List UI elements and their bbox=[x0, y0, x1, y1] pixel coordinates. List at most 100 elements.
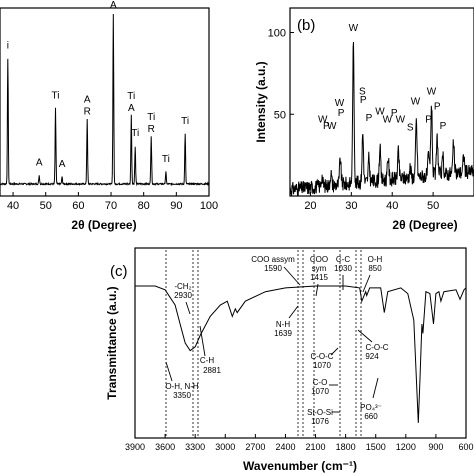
panel-b-peak-label: W bbox=[318, 114, 328, 125]
panel-c-x-axis-label: Wavenumber (cm⁻¹) bbox=[243, 459, 357, 473]
panel-c-x-tick-label: 2400 bbox=[275, 442, 295, 452]
panel-c-x-tick-label: 600 bbox=[458, 442, 473, 452]
panel-b-frame bbox=[289, 7, 474, 197]
ann-po4: PO₄³⁻ bbox=[360, 403, 382, 412]
panel-c-x-tick-label: 2100 bbox=[306, 442, 326, 452]
panel-a-peak-label: A bbox=[36, 157, 43, 168]
ann-oh-nh-num: 3350 bbox=[173, 391, 191, 400]
panel-a-x-tick-label: 90 bbox=[170, 200, 182, 212]
ann-coo-assym: COO assym bbox=[251, 255, 295, 264]
panel-b-peak-label: W bbox=[396, 114, 406, 125]
ann-nh: N-H bbox=[276, 320, 290, 329]
panel-c-x-tick-label: 1800 bbox=[336, 442, 356, 452]
panel-b-peak-label: W bbox=[427, 87, 437, 98]
panel-a-x-tick-label: 60 bbox=[72, 200, 84, 212]
panel-c-y-axis-label: Transmittance (a.u.) bbox=[105, 286, 119, 399]
panel-c-x-tick-label: 1200 bbox=[396, 442, 416, 452]
panel-b-peak-label: P bbox=[360, 95, 367, 106]
panel-b-peak-label: W bbox=[375, 106, 385, 117]
panel-b-peak-label: W bbox=[349, 23, 359, 34]
ann-siosi: Si-O-Si bbox=[307, 408, 333, 417]
ann-coc-924-num: 924 bbox=[365, 352, 379, 361]
ann-coo-sym: COO bbox=[310, 255, 328, 264]
ann-oh-num: 850 bbox=[368, 264, 382, 273]
ann-ch2-num: 2930 bbox=[174, 291, 192, 300]
panel-a-peak-label: A bbox=[110, 0, 117, 11]
panel-b-x-tick-label: 30 bbox=[345, 200, 357, 212]
panel-a-peak-label: i bbox=[7, 40, 9, 51]
panel-b-peak-label: P bbox=[425, 114, 432, 125]
panel-a-frame bbox=[0, 7, 210, 197]
panel-a-peak-label: Ti bbox=[147, 112, 155, 123]
panel-b-xrd-trace bbox=[289, 41, 474, 197]
ann-coc-924: C-O-C bbox=[365, 343, 388, 352]
ann-ch: C-H bbox=[200, 356, 214, 365]
panel-b-y-tick-label: 100 bbox=[268, 28, 286, 40]
panel-b-x-tick-label: 50 bbox=[427, 200, 439, 212]
panel-b-peak-label: W bbox=[335, 98, 345, 109]
ann-ch2: -CH₂ bbox=[174, 282, 191, 291]
panel-a-peak-label: A bbox=[128, 103, 135, 114]
panel-c-x-tick-label: 3000 bbox=[215, 442, 235, 452]
panel-b-x-tick-label: 20 bbox=[304, 200, 316, 212]
panel-b-y-axis-label: Intensity (a.u.) bbox=[254, 61, 268, 142]
panel-a-peak-label: Ti bbox=[162, 154, 170, 165]
panel-b-peak-label: S bbox=[359, 87, 366, 98]
panel-c-x-tick-label: 3900 bbox=[125, 442, 145, 452]
ann-co-num: 1070 bbox=[311, 387, 329, 396]
panel-a-x-tick-label: 100 bbox=[200, 200, 218, 212]
ann-oh: O-H bbox=[368, 255, 383, 264]
ann-coo-sym-word: sym bbox=[312, 264, 327, 273]
ann-co: C-O bbox=[313, 378, 328, 387]
panel-b-peak-label: P bbox=[366, 113, 373, 124]
ftir-annotations: -CH₂ 2930 C-H 2881 O-H, N-H 3350 COO ass… bbox=[165, 255, 388, 426]
panel-b-x-tick-label: 40 bbox=[386, 200, 398, 212]
ftir-panel-c: (c) 3900 3600 3300 3000 2700 2400 2100 1800 1500… bbox=[105, 247, 474, 473]
panel-a-peak-label: R bbox=[84, 107, 91, 118]
ann-nh-num: 1639 bbox=[274, 329, 292, 338]
panel-a-peak-label: R bbox=[148, 124, 155, 135]
ann-coo-sym-num: 1415 bbox=[310, 273, 328, 282]
panel-a-peak-label: A bbox=[59, 159, 66, 170]
panel-c-x-tick-label: 3300 bbox=[185, 442, 205, 452]
panel-b-y-tick-label: 50 bbox=[274, 109, 286, 121]
panel-c-x-tick-label: 900 bbox=[428, 442, 443, 452]
panel-b-peak-label: P bbox=[338, 108, 345, 119]
panel-a-x-tick-label: 40 bbox=[7, 200, 19, 212]
panel-c-ftir-trace bbox=[135, 285, 467, 423]
ann-cc: C-C bbox=[336, 255, 350, 264]
panel-b-peak-label: P bbox=[434, 101, 441, 112]
ann-coo-assym-num: 1590 bbox=[264, 264, 282, 273]
ann-ch-num: 2881 bbox=[203, 366, 221, 375]
panel-b-peak-label: W bbox=[411, 96, 421, 107]
panel-a-xrd-trace bbox=[0, 13, 210, 187]
panel-c-frame bbox=[134, 247, 467, 439]
panel-a-x-axis-label: 2θ (Degree) bbox=[71, 218, 136, 232]
panel-a-x-tick-label: 80 bbox=[138, 200, 150, 212]
panel-a-peak-label: Ti bbox=[52, 90, 60, 101]
panel-c-label: (c) bbox=[110, 263, 128, 280]
panel-c-x-tick-label: 2700 bbox=[245, 442, 265, 452]
panel-b-x-axis-label: 2θ (Degree) bbox=[392, 218, 457, 232]
ann-cc-num: 1030 bbox=[334, 264, 352, 273]
panel-a-x-tick-label: 70 bbox=[105, 200, 117, 212]
ann-coc-1070: C-O-C bbox=[310, 352, 333, 361]
ann-oh-nh: O-H, N-H bbox=[165, 382, 199, 391]
ann-po4-num: 660 bbox=[364, 412, 378, 421]
panel-c-x-tick-label: 1500 bbox=[366, 442, 386, 452]
ann-coc-1070-num: 1070 bbox=[313, 361, 331, 370]
panel-a-peak-label: Ti bbox=[181, 116, 189, 127]
panel-b-peak-label: S bbox=[407, 123, 414, 134]
panel-b-peak-label: P bbox=[323, 121, 330, 132]
panel-b-label: (b) bbox=[297, 17, 315, 34]
panel-b-peak-label: W bbox=[327, 121, 337, 132]
panel-b-peak-label: P bbox=[391, 108, 398, 119]
panel-a-peak-label: Ti bbox=[127, 91, 135, 102]
panel-a-peak-label: A bbox=[84, 95, 91, 106]
panel-b-peak-label: P bbox=[440, 121, 447, 132]
ann-siosi-num: 1076 bbox=[311, 417, 329, 426]
panel-a-x-tick-label: 50 bbox=[40, 200, 52, 212]
